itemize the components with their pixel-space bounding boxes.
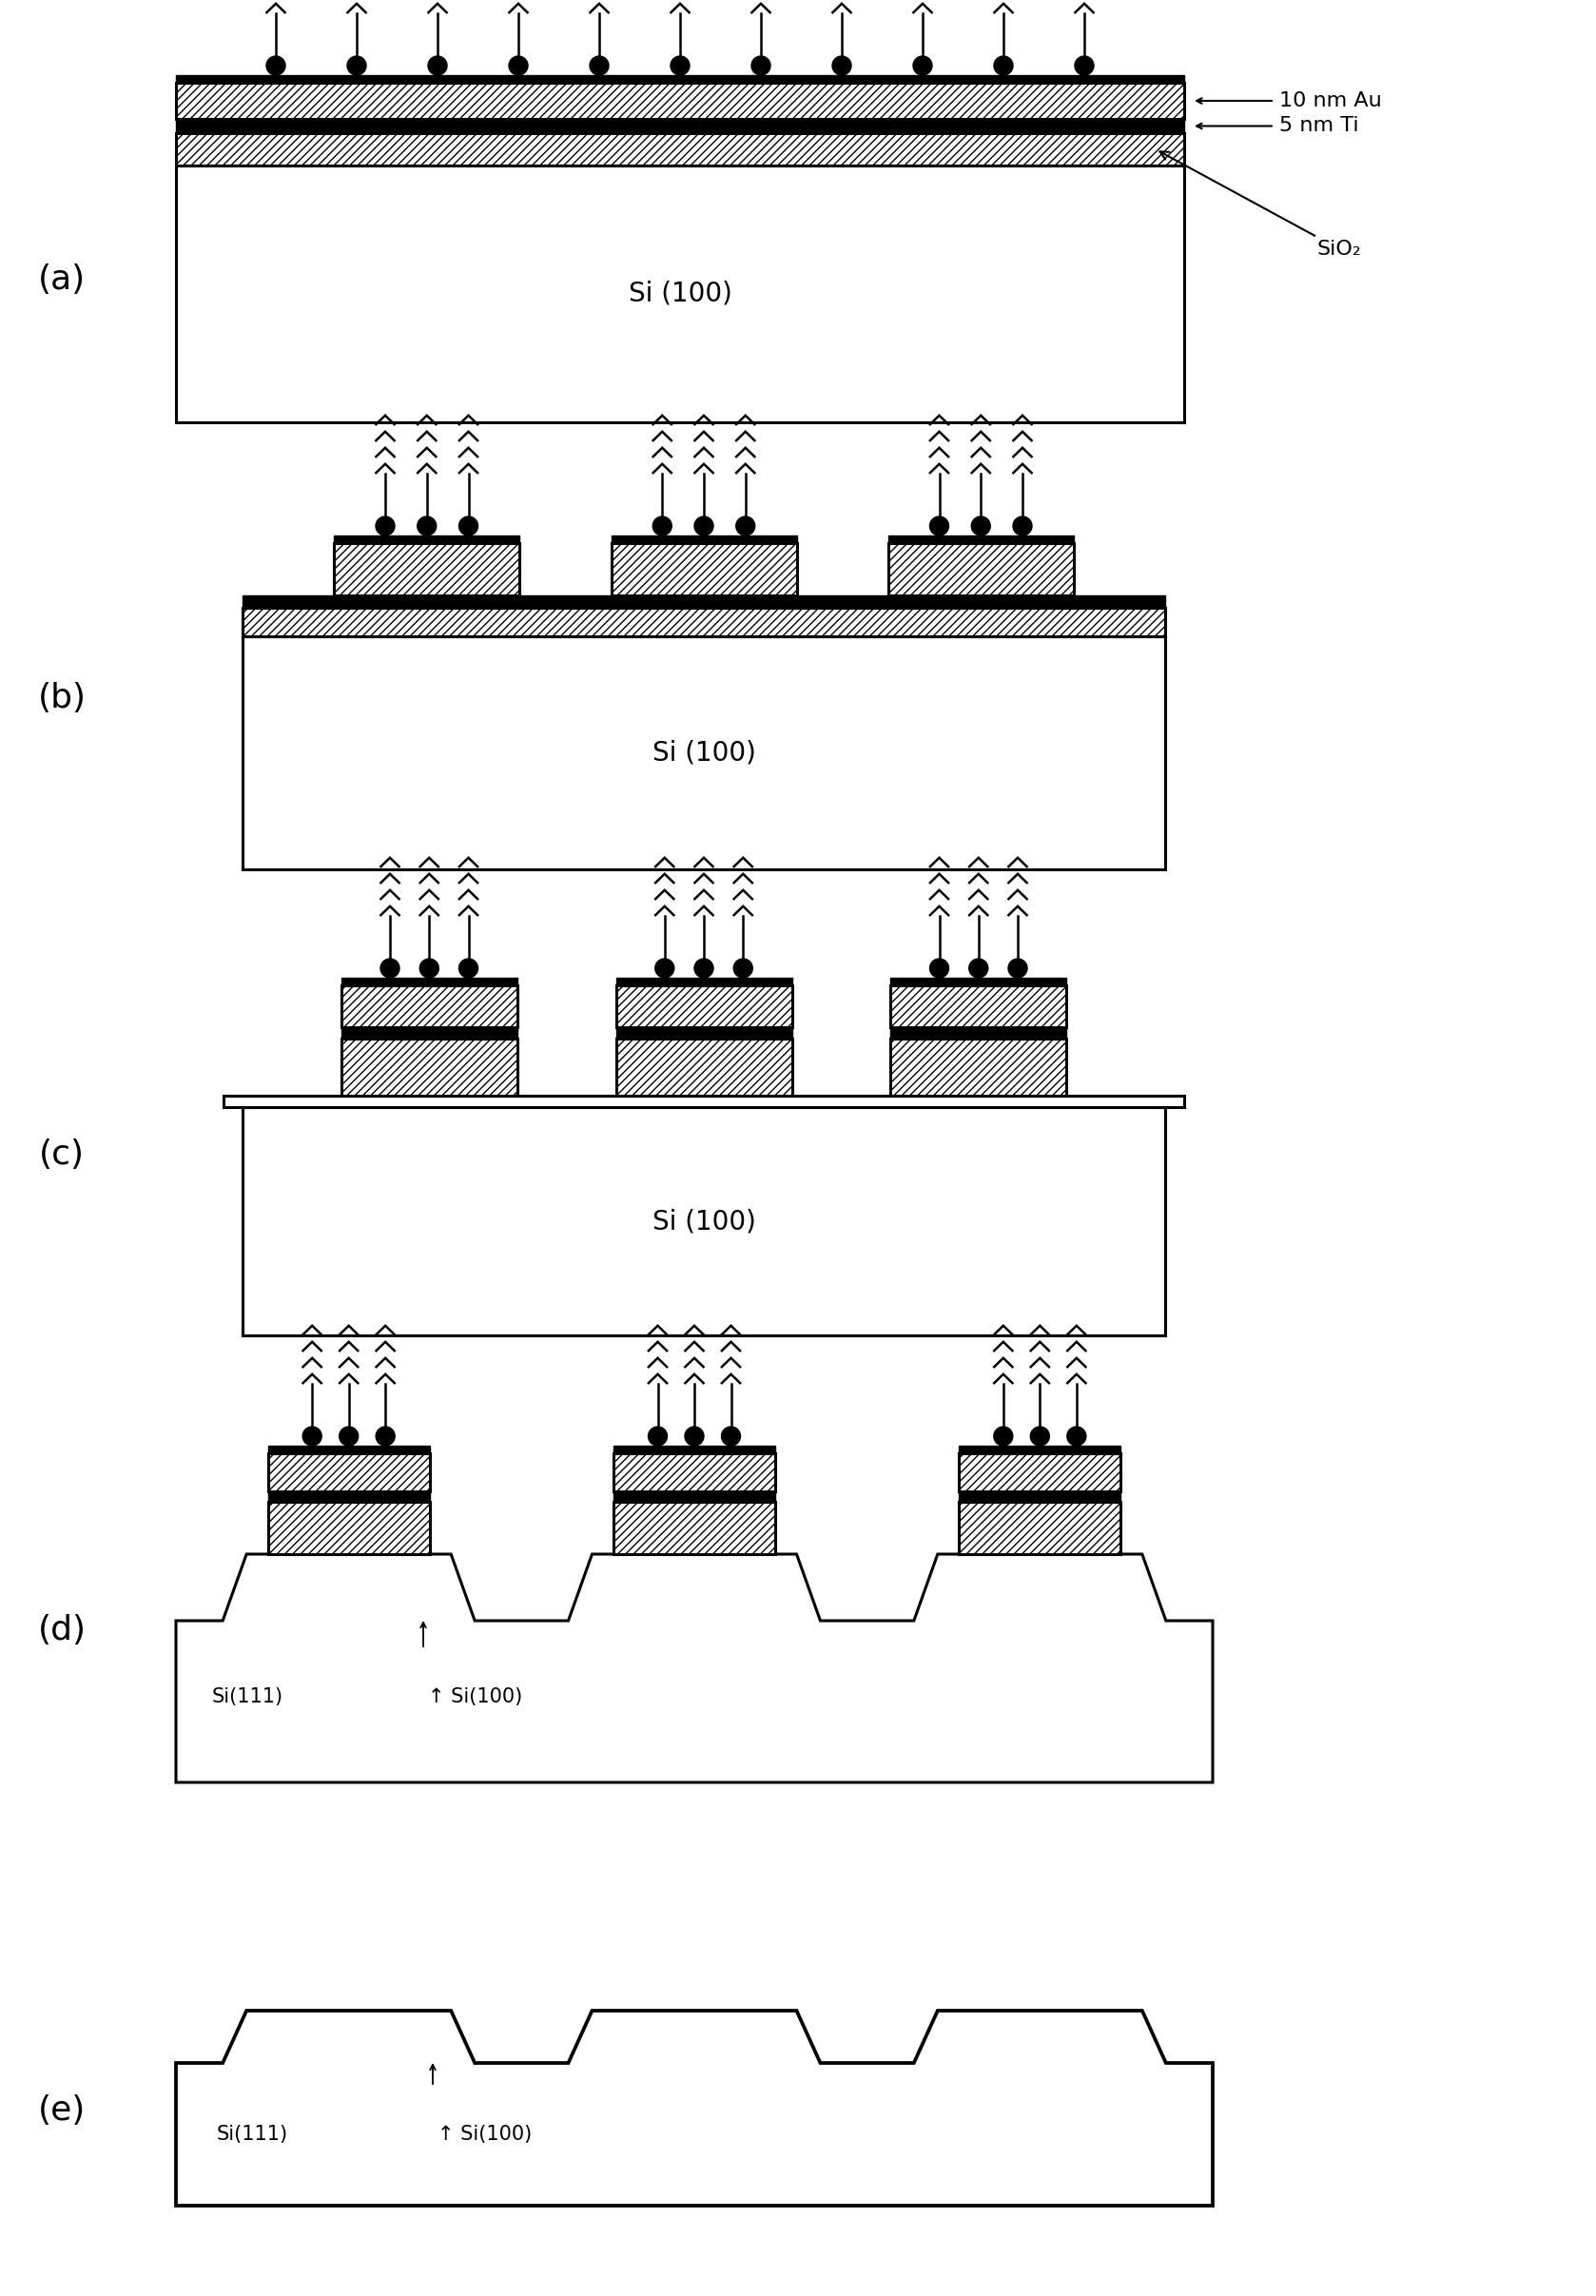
Text: (e): (e)	[38, 2094, 86, 2126]
Bar	[887, 535, 1074, 544]
Circle shape	[670, 55, 689, 76]
Bar	[891, 978, 1066, 985]
Bar	[176, 133, 1184, 165]
Circle shape	[930, 960, 948, 978]
Text: Si (100): Si (100)	[629, 280, 733, 308]
Circle shape	[303, 1426, 322, 1446]
Circle shape	[653, 517, 672, 535]
Text: 10 nm Au: 10 nm Au	[1280, 92, 1382, 110]
Circle shape	[972, 517, 991, 535]
Bar	[176, 165, 1184, 422]
Bar	[243, 595, 1165, 608]
Bar	[887, 544, 1074, 595]
Bar	[616, 1038, 792, 1095]
Circle shape	[267, 55, 286, 76]
Text: ↑ Si(100): ↑ Si(100)	[437, 2124, 531, 2144]
Bar	[611, 535, 796, 544]
Bar	[891, 1026, 1066, 1038]
Bar	[611, 544, 796, 595]
Bar	[334, 535, 520, 544]
Bar	[616, 978, 792, 985]
Circle shape	[994, 55, 1013, 76]
Circle shape	[994, 1426, 1013, 1446]
Text: 5 nm Ti: 5 nm Ti	[1280, 117, 1358, 135]
Circle shape	[380, 960, 399, 978]
Circle shape	[752, 55, 771, 76]
Bar	[613, 1453, 776, 1492]
Circle shape	[340, 1426, 358, 1446]
Bar	[223, 1095, 1184, 1107]
Circle shape	[348, 55, 365, 76]
Text: SiO₂: SiO₂	[1160, 152, 1361, 259]
Circle shape	[509, 55, 528, 76]
Bar	[616, 1026, 792, 1038]
Bar	[342, 985, 517, 1026]
Circle shape	[417, 517, 436, 535]
Bar	[334, 544, 520, 595]
Circle shape	[736, 517, 755, 535]
Circle shape	[428, 55, 447, 76]
Circle shape	[1009, 960, 1028, 978]
Circle shape	[420, 960, 439, 978]
Bar	[243, 1107, 1165, 1336]
Bar	[268, 1492, 429, 1502]
Text: (c): (c)	[38, 1139, 85, 1171]
Circle shape	[460, 517, 477, 535]
Bar	[613, 1492, 776, 1502]
Text: Si (100): Si (100)	[653, 739, 755, 767]
Circle shape	[589, 55, 608, 76]
Circle shape	[1013, 517, 1033, 535]
Circle shape	[913, 55, 932, 76]
Bar	[243, 608, 1165, 636]
Bar	[959, 1492, 1120, 1502]
Circle shape	[969, 960, 988, 978]
Bar	[176, 76, 1184, 83]
Bar	[342, 978, 517, 985]
Circle shape	[832, 55, 851, 76]
Circle shape	[1068, 1426, 1085, 1446]
Bar	[959, 1502, 1120, 1554]
Circle shape	[375, 517, 394, 535]
Bar	[616, 985, 792, 1026]
Polygon shape	[176, 1554, 1213, 1782]
Bar	[176, 119, 1184, 133]
Bar	[243, 636, 1165, 870]
Circle shape	[734, 960, 753, 978]
Bar	[342, 1038, 517, 1095]
Text: (a): (a)	[38, 264, 86, 296]
Circle shape	[654, 960, 674, 978]
Text: Si(111): Si(111)	[217, 2124, 287, 2144]
Text: Si(111): Si(111)	[212, 1688, 282, 1706]
Circle shape	[1074, 55, 1093, 76]
Circle shape	[685, 1426, 704, 1446]
Bar	[613, 1502, 776, 1554]
Bar	[959, 1453, 1120, 1492]
Bar	[613, 1446, 776, 1453]
Circle shape	[1031, 1426, 1050, 1446]
Bar	[268, 1453, 429, 1492]
Circle shape	[375, 1426, 394, 1446]
Circle shape	[694, 960, 713, 978]
Bar	[891, 1038, 1066, 1095]
Bar	[959, 1446, 1120, 1453]
Circle shape	[694, 517, 713, 535]
Text: (b): (b)	[38, 682, 86, 714]
Circle shape	[648, 1426, 667, 1446]
Bar	[342, 1026, 517, 1038]
Bar	[891, 985, 1066, 1026]
Text: ↑ Si(100): ↑ Si(100)	[428, 1688, 522, 1706]
Circle shape	[460, 960, 477, 978]
Text: Si (100): Si (100)	[653, 1208, 755, 1235]
Polygon shape	[176, 2011, 1213, 2206]
Bar	[176, 83, 1184, 119]
Text: (d): (d)	[38, 1614, 86, 1646]
Bar	[268, 1502, 429, 1554]
Bar	[268, 1446, 429, 1453]
Circle shape	[721, 1426, 741, 1446]
Circle shape	[930, 517, 948, 535]
